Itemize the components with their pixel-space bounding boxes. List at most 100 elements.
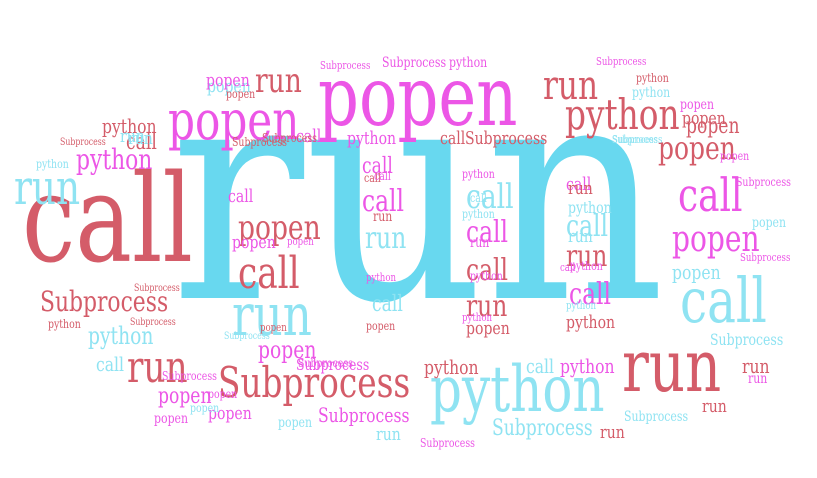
word-subprocess: Subprocess: [320, 59, 371, 72]
word-run: run: [232, 281, 312, 349]
word-python: python: [570, 259, 603, 273]
word-subprocess: Subprocess: [318, 403, 410, 427]
word-run-hero: run: [170, 15, 666, 370]
word-python: python: [632, 85, 671, 101]
word-popen: popen: [154, 411, 189, 427]
word-run: run: [120, 126, 145, 147]
word-popen: popen: [366, 319, 396, 333]
word-subprocess: Subprocess: [492, 416, 593, 441]
word-popen: popen: [658, 129, 736, 167]
word-subprocess: Subprocess: [740, 251, 791, 264]
word-call: call: [238, 248, 300, 299]
word-popen: popen: [158, 384, 212, 409]
word-python: python: [462, 311, 493, 324]
word-subprocess: Subprocess: [596, 55, 647, 68]
word-popen: popen: [672, 219, 760, 260]
word-call: call: [466, 177, 514, 217]
word-subprocess: Subprocess: [420, 436, 475, 450]
word-popen: popen: [168, 89, 300, 152]
word-python: python: [102, 114, 157, 138]
word-call: call: [680, 264, 767, 337]
word-run: run: [622, 324, 722, 408]
word-subprocess: Subprocess: [162, 369, 217, 383]
word-run: run: [255, 61, 302, 101]
word-python: python: [88, 322, 154, 350]
word-subprocess: Subprocess: [612, 135, 658, 146]
word-python: python: [462, 167, 495, 181]
word-run: run: [742, 354, 770, 378]
word-run: run: [466, 289, 508, 324]
word-call: call: [560, 261, 576, 274]
word-popen: popen: [287, 235, 314, 248]
word-run: run: [128, 128, 153, 149]
word-run: run: [127, 342, 188, 393]
word-popen: popen: [258, 336, 317, 364]
word-call: call: [569, 277, 612, 312]
word-python: python: [424, 355, 479, 379]
word-subprocess: Subprocess: [296, 355, 370, 374]
word-call: call: [372, 292, 403, 317]
word-subprocess: Subprocess: [218, 358, 411, 407]
word-python: python: [48, 317, 81, 331]
word-call: call: [362, 184, 405, 219]
word-popen: popen: [190, 401, 220, 415]
word-popen: popen: [686, 114, 740, 139]
word-run: run: [568, 178, 593, 199]
word-subprocess: Subprocess: [40, 285, 169, 318]
word-call: call: [526, 354, 555, 378]
word-call: call: [96, 352, 125, 376]
word-popen: popen: [207, 76, 251, 97]
word-subprocess: Subprocess: [465, 128, 548, 149]
word-subprocess: Subprocess: [134, 283, 180, 294]
word-subprocess: Subprocess: [224, 331, 270, 342]
word-python: python: [470, 269, 503, 283]
word-run: run: [748, 371, 768, 387]
word-run: run: [566, 239, 608, 274]
word-call: call: [440, 128, 466, 149]
word-python: python: [462, 207, 495, 221]
word-subprocess: Subprocess: [612, 133, 663, 146]
word-python: python: [366, 271, 397, 284]
word-python: python: [36, 157, 69, 171]
word-call: call: [566, 209, 609, 244]
word-call: call: [22, 148, 193, 290]
word-python: python: [347, 128, 397, 149]
word-popen: popen: [238, 208, 321, 248]
word-python: python: [430, 353, 605, 427]
word-popen: popen: [720, 149, 750, 163]
word-popen: popen: [226, 87, 256, 101]
word-call: call: [364, 171, 381, 185]
word-call: call: [362, 154, 393, 179]
word-subprocess: Subprocess: [262, 131, 317, 145]
word-subprocess: Subprocess: [130, 317, 176, 328]
word-run: run: [543, 63, 599, 109]
word-call: call: [296, 126, 322, 147]
word-python: python: [568, 198, 612, 217]
word-popen: popen: [672, 260, 721, 284]
word-python: python: [636, 71, 669, 85]
word-subprocess: Subprocess: [624, 409, 689, 425]
word-python: python: [449, 55, 488, 71]
word-subprocess: Subprocess: [382, 55, 447, 71]
word-popen: popen: [206, 70, 250, 91]
word-call: call: [466, 253, 509, 288]
word-run: run: [376, 424, 401, 445]
word-run: run: [702, 396, 727, 417]
word-popen: popen: [208, 403, 252, 424]
word-run: run: [365, 221, 407, 256]
word-run: run: [373, 209, 393, 225]
word-subprocess: Subprocess: [60, 137, 106, 148]
word-call: call: [228, 186, 254, 207]
word-call: call: [566, 174, 592, 195]
word-popen: popen: [260, 321, 287, 334]
word-python: python: [560, 354, 615, 378]
word-popen: popen: [318, 50, 518, 145]
word-call: call: [678, 168, 743, 222]
word-python: python: [76, 143, 153, 176]
word-subprocess: Subprocess: [710, 330, 784, 349]
word-popen: popen: [682, 108, 726, 129]
word-subprocess: Subprocess: [736, 175, 791, 189]
word-popen: popen: [208, 387, 238, 401]
word-popen: popen: [278, 415, 313, 431]
word-run: run: [14, 160, 81, 216]
